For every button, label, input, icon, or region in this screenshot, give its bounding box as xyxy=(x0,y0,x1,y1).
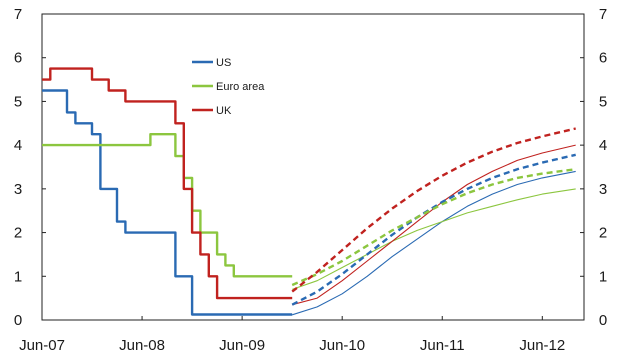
x-tick-label: Jun-09 xyxy=(219,337,265,354)
y-tick-label-right: 1 xyxy=(599,268,607,285)
series-line-4-thin xyxy=(292,188,576,290)
y-tick-label-right: 7 xyxy=(599,6,607,23)
y-tick-label-left: 3 xyxy=(14,181,22,198)
series-line-1-step xyxy=(42,133,293,278)
y-tick-label-left: 1 xyxy=(14,268,22,285)
x-tick-label: Jun-12 xyxy=(519,337,565,354)
series-line-2-step xyxy=(42,67,293,300)
y-tick-label-left: 2 xyxy=(14,225,22,242)
x-tick-label: Jun-08 xyxy=(119,337,165,354)
axes: 0 0 1 1 2 2 3 3 4 4 5 5 6 6 7 7 Jun-07 Jun-08 Jun-09 Jun-10… xyxy=(14,6,607,354)
series-layer xyxy=(42,67,576,316)
series-line-8-dashed xyxy=(291,127,576,293)
x-tick-label: Jun-10 xyxy=(319,337,365,354)
legend: US Euro area UK xyxy=(192,57,265,117)
y-tick-label-left: 0 xyxy=(14,312,22,329)
legend-label: UK xyxy=(216,105,232,117)
x-tick-label: Jun-07 xyxy=(19,337,65,354)
y-tick-label-left: 7 xyxy=(14,6,22,23)
y-tick-label-right: 5 xyxy=(599,93,607,110)
series-line-7-dashed xyxy=(291,168,576,287)
plot-area-frame xyxy=(41,13,585,321)
y-tick-label-left: 6 xyxy=(14,50,22,67)
y-tick-label-right: 2 xyxy=(599,225,607,242)
series-line-6-dashed xyxy=(291,153,576,306)
x-tick-label: Jun-11 xyxy=(420,337,465,354)
y-tick-label-right: 0 xyxy=(599,312,607,329)
y-tick-label-left: 5 xyxy=(14,93,22,110)
y-tick-label-right: 3 xyxy=(599,181,607,198)
legend-label: US xyxy=(216,57,231,69)
y-tick-label-left: 4 xyxy=(14,137,22,154)
series-line-3-thin xyxy=(292,170,576,316)
y-tick-label-right: 4 xyxy=(599,137,607,154)
series-line-0-step xyxy=(42,89,293,316)
legend-label: Euro area xyxy=(216,81,265,93)
y-tick-label-right: 6 xyxy=(599,50,607,67)
